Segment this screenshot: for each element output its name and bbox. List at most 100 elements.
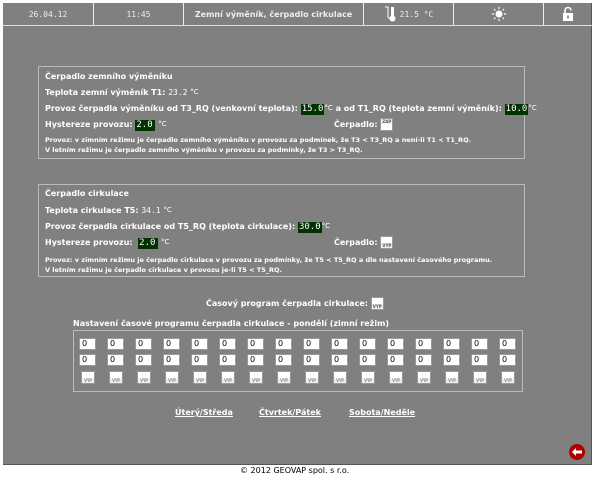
note: Provoz: v zimním režimu je čerpadlo zemn…: [45, 136, 472, 144]
temperature-value: 21.5 °C: [399, 9, 434, 19]
schedule-input[interactable]: 0: [219, 354, 236, 366]
schedule-title: Nastavení časové programu čerpadla cirku…: [73, 319, 390, 328]
section-title: Čerpadlo zemního výměníku: [45, 72, 173, 81]
schedule-input[interactable]: 0: [275, 338, 292, 350]
t5-value: 34.1: [141, 206, 161, 215]
schedule-input[interactable]: 0: [135, 338, 152, 350]
schedule-input[interactable]: 0: [359, 338, 376, 350]
toggle-state: VYP: [250, 378, 262, 383]
toggle-state: VYP: [418, 378, 430, 383]
schedule-input[interactable]: 0: [107, 354, 124, 366]
note: V letním režimu je čerpadlo zemního výmě…: [45, 146, 363, 154]
schedule-input[interactable]: 0: [303, 338, 320, 350]
t1-rq-input[interactable]: 10.0: [504, 104, 529, 115]
toggle-state: VYP: [362, 378, 374, 383]
schedule-input[interactable]: 0: [247, 338, 264, 350]
schedule-toggle[interactable]: VYP: [333, 371, 347, 384]
main-panel: [3, 3, 592, 465]
schedule-toggle[interactable]: VYP: [193, 371, 207, 384]
schedule-input[interactable]: 0: [247, 354, 264, 366]
schedule-grid: 0 0 VYP 0 0 VYP 0 0 VYP 0 0 VYP 0 0 VYP 0 0 VYP 0 0 VYP 0 0 VYP…: [73, 330, 523, 392]
schedule-input[interactable]: 0: [387, 354, 404, 366]
schedule-input[interactable]: 0: [79, 354, 96, 366]
hysteresis-input[interactable]: 2.0: [138, 238, 159, 249]
lock-button[interactable]: [544, 3, 592, 25]
schedule-input[interactable]: 0: [471, 338, 488, 350]
schedule-input[interactable]: 0: [191, 338, 208, 350]
schedule-toggle[interactable]: VYP: [473, 371, 487, 384]
schedule-input[interactable]: 0: [415, 354, 432, 366]
schedule-toggle[interactable]: VYP: [109, 371, 123, 384]
schedule-input[interactable]: 0: [331, 354, 348, 366]
schedule-input[interactable]: 0: [499, 338, 516, 350]
schedule-input[interactable]: 0: [107, 338, 124, 350]
schedule-input[interactable]: 0: [471, 354, 488, 366]
toggle-state: VYP: [334, 378, 346, 383]
unit: °C: [321, 222, 331, 230]
schedule-input[interactable]: 0: [275, 354, 292, 366]
temp-label: Teplota zemní výměník T1:: [45, 88, 166, 97]
t1-label: a od T1_RQ (teplota zemní výměník):: [335, 104, 502, 113]
program-label: Časový program čerpadla cirkulace:: [206, 299, 368, 308]
schedule-input[interactable]: 0: [331, 338, 348, 350]
header-bar: 26.04.12 11:45 Zemní výměník, čerpadlo c…: [3, 3, 592, 26]
toggle-state: VYP: [502, 378, 514, 383]
toggle-state: VYP: [138, 378, 150, 383]
schedule-toggle[interactable]: VYP: [417, 371, 431, 384]
t5-rq-input[interactable]: 30.0: [297, 222, 322, 233]
link-tuesday-wednesday[interactable]: Úterý/Středa: [175, 408, 233, 417]
unit: °C: [163, 206, 172, 214]
t1-value: 23.2: [168, 88, 188, 97]
schedule-toggle[interactable]: VYP: [389, 371, 403, 384]
footer-copyright: © 2012 GEOVAP spol. s r.o.: [240, 466, 350, 475]
schedule-input[interactable]: 0: [443, 354, 460, 366]
schedule-toggle[interactable]: VYP: [305, 371, 319, 384]
toggle-state: VYP: [222, 378, 234, 383]
schedule-input[interactable]: 0: [135, 354, 152, 366]
toggle-state: VYP: [166, 378, 178, 383]
schedule-input[interactable]: 0: [163, 354, 180, 366]
hyst-label: Hystereze provozu:: [45, 238, 133, 247]
hyst-label: Hystereze provozu:: [45, 120, 133, 129]
toggle-state: VYP: [446, 378, 458, 383]
schedule-input[interactable]: 0: [443, 338, 460, 350]
schedule-input[interactable]: 0: [387, 338, 404, 350]
schedule-toggle[interactable]: VYP: [81, 371, 95, 384]
time: 11:45: [94, 3, 184, 25]
section-title: Čerpadlo cirkulace: [45, 189, 129, 198]
pump-label: Čerpadlo:: [334, 238, 378, 247]
schedule-toggle[interactable]: VYP: [165, 371, 179, 384]
toggle-state: VYP: [390, 378, 402, 383]
schedule-input[interactable]: 0: [79, 338, 96, 350]
exchanger-section: Čerpadlo zemního výměníku Teplota zemní …: [38, 66, 537, 159]
toggle-state: VYP: [278, 378, 290, 383]
unit: °C: [528, 104, 537, 112]
schedule-input[interactable]: 0: [499, 354, 516, 366]
schedule-toggle[interactable]: VYP: [501, 371, 515, 384]
schedule-toggle[interactable]: VYP: [221, 371, 235, 384]
circulation-section: Čerpadlo cirkulace Teplota cirkulace T5:…: [38, 184, 525, 277]
schedule-input[interactable]: 0: [191, 354, 208, 366]
schedule-input[interactable]: 0: [415, 338, 432, 350]
toggle-state: VYP: [194, 378, 206, 383]
schedule-toggle[interactable]: VYP: [361, 371, 375, 384]
schedule-input[interactable]: 0: [359, 354, 376, 366]
schedule-toggle[interactable]: VYP: [277, 371, 291, 384]
hysteresis-input[interactable]: 2.0: [135, 120, 156, 131]
schedule-input[interactable]: 0: [219, 338, 236, 350]
pump-toggle[interactable]: ZAP: [380, 118, 394, 131]
pump-toggle[interactable]: VYP: [380, 236, 394, 249]
schedule-input[interactable]: 0: [303, 354, 320, 366]
link-thursday-friday[interactable]: Čtvrtek/Pátek: [259, 408, 321, 417]
t3-rq-input[interactable]: 15.0: [300, 104, 325, 115]
schedule-input[interactable]: 0: [163, 338, 180, 350]
toggle-state: VYP: [474, 378, 486, 383]
page-title: Zemní výměník, čerpadlo cirkulace: [184, 3, 364, 25]
mode-button[interactable]: [454, 3, 544, 25]
program-toggle[interactable]: VYP: [370, 297, 384, 310]
link-saturday-sunday[interactable]: Sobota/Neděle: [349, 408, 416, 417]
back-arrow-icon[interactable]: [569, 444, 585, 460]
schedule-toggle[interactable]: VYP: [137, 371, 151, 384]
schedule-toggle[interactable]: VYP: [445, 371, 459, 384]
schedule-toggle[interactable]: VYP: [249, 371, 263, 384]
